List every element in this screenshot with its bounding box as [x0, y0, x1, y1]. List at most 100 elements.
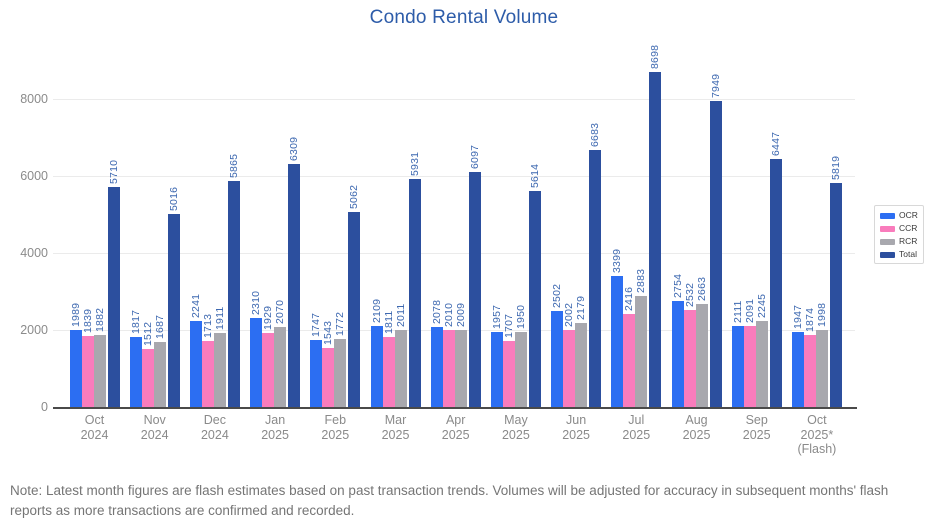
bar-rcr — [575, 323, 588, 407]
x-axis-category-label: Mar 2025 — [354, 413, 438, 442]
bar-value-label: 1713 — [201, 313, 214, 339]
x-axis-line — [53, 407, 857, 409]
bar-value-label: 1707 — [502, 314, 515, 339]
bar-value-label: 2070 — [274, 300, 287, 325]
plot-area: 0 2000 4000 6000 8000 1989 1839 1882 5710 Oct 2024… — [20, 45, 859, 457]
x-axis-label-line: 2025 — [321, 427, 350, 442]
x-axis-label-line: Jan — [265, 413, 286, 427]
bar-ocr — [731, 325, 744, 407]
bar-ocr — [250, 318, 263, 407]
bar-value-label: 2502 — [551, 283, 564, 308]
bar-total — [829, 182, 842, 407]
bar-value-label: 2109 — [370, 298, 383, 323]
bar-ocr — [129, 337, 142, 407]
x-axis-category-label: Oct 2024 — [53, 413, 137, 442]
bar-ocr — [430, 326, 443, 407]
x-axis-category-label: Jul 2025 — [594, 413, 678, 442]
x-axis-label-line: Apr — [445, 413, 466, 427]
bar-ccr — [683, 309, 696, 407]
bar-value-label: 5931 — [408, 151, 421, 176]
bar-value-label: 1772 — [334, 311, 347, 336]
bar-value-label: 1543 — [322, 320, 335, 345]
chart-title: Condo Rental Volume — [369, 7, 559, 28]
x-axis-label-line: Sep — [745, 413, 768, 427]
bar-ocr — [551, 310, 564, 407]
x-axis-category-label: Jan 2025 — [233, 413, 317, 442]
bar-value-label: 6309 — [288, 136, 301, 162]
bar-rcr — [153, 342, 166, 407]
legend-item-label: CCR — [899, 223, 918, 233]
gridline — [53, 176, 855, 177]
bar-ccr — [262, 332, 275, 407]
bar-total — [288, 164, 301, 407]
bar-value-label: 2078 — [430, 299, 443, 324]
bar-total — [348, 212, 361, 407]
x-axis-category-label: Apr 2025 — [414, 413, 498, 442]
bar-value-label: 1998 — [815, 302, 828, 328]
bar-value-label: 5016 — [167, 186, 180, 211]
bar-rcr — [93, 334, 106, 407]
y-axis-tick-label: 6000 — [20, 169, 48, 183]
bar-value-label: 6683 — [589, 122, 602, 147]
bar-value-label: 5865 — [227, 154, 240, 179]
bar-rcr — [213, 333, 226, 407]
x-axis-category-label: Feb 2025 — [293, 413, 377, 442]
bar-value-label: 2010 — [442, 302, 455, 327]
x-axis-label-line: 2025 — [261, 427, 289, 442]
bar-value-label: 2009 — [454, 302, 467, 327]
bar-value-label: 1747 — [310, 312, 323, 337]
x-axis-category-label: Nov 2024 — [113, 413, 197, 442]
bar-rcr — [394, 329, 407, 407]
bar-ccr — [623, 313, 636, 407]
bar-ccr — [322, 347, 335, 407]
x-axis-label-line: Dec — [203, 413, 226, 427]
bar-value-label: 1989 — [69, 303, 82, 328]
bar-value-label: 1839 — [81, 309, 94, 334]
bar-total — [468, 172, 481, 407]
x-axis-label-line: Aug — [685, 413, 708, 427]
x-axis-label-line: 2024 — [140, 427, 169, 442]
bar-value-label: 1687 — [153, 314, 166, 340]
legend-item: CCR — [880, 224, 918, 233]
bar-ccr — [442, 329, 455, 407]
x-axis-label-line: (Flash) — [797, 442, 837, 456]
x-axis-label-line: 2025 — [501, 427, 530, 442]
bar-value-label: 2532 — [683, 282, 696, 307]
bar-rcr — [635, 296, 648, 407]
x-axis-label-line: Jul — [628, 413, 645, 427]
bar-rcr — [695, 304, 708, 407]
bar-total — [649, 72, 662, 407]
y-axis-tick-label: 2000 — [20, 323, 48, 337]
x-axis-label-line: 2025 — [622, 427, 651, 442]
bar-value-label: 2416 — [623, 286, 636, 311]
bar-ocr — [310, 339, 323, 407]
legend-item: Total — [880, 250, 918, 259]
bar-value-label: 1817 — [129, 309, 142, 335]
x-axis-label-line: 2025 — [441, 427, 470, 442]
bar-value-label: 5614 — [528, 163, 541, 188]
x-axis-label-line: Feb — [324, 413, 347, 427]
legend-item-label: RCR — [899, 236, 918, 246]
legend-item: OCR — [880, 211, 918, 220]
gridline — [53, 253, 855, 254]
bar-value-label: 2179 — [575, 295, 588, 321]
bar-value-label: 1882 — [93, 307, 106, 332]
bar-total — [769, 158, 782, 407]
x-axis-category-label: Dec 2024 — [173, 413, 257, 442]
y-axis-tick-label: 4000 — [20, 246, 48, 260]
bar-value-label: 2310 — [250, 290, 263, 316]
x-axis-label-line: 2025 — [381, 427, 410, 442]
bar-total — [227, 181, 240, 407]
bar-rcr — [334, 338, 347, 407]
bar-ocr — [370, 325, 383, 407]
bar-value-label: 1811 — [382, 310, 395, 335]
bar-value-label: 1911 — [213, 307, 226, 331]
bar-total — [107, 187, 120, 407]
x-axis-label-line: 2025 — [682, 427, 711, 442]
bar-value-label: 2754 — [671, 273, 684, 298]
bar-ccr — [141, 348, 154, 407]
y-axis-tick-label: 0 — [41, 400, 48, 414]
bar-ocr — [671, 300, 684, 407]
bar-rcr — [514, 331, 527, 407]
x-axis-category-label: Oct 2025* (Flash) — [775, 413, 859, 457]
